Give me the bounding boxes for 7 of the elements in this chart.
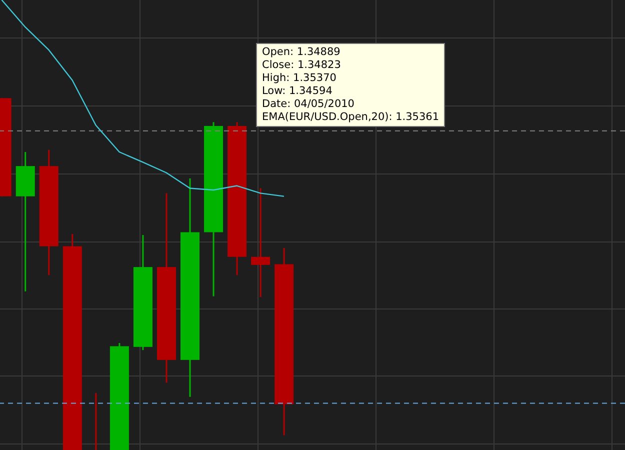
text: High: 1.35370 [262,72,338,85]
text: Low: 1.34594 [262,85,334,98]
annotation: EMA(EUR/USD.Open,20): 1.35361 [262,111,440,124]
text: Close: 1.34823 [262,59,342,72]
candlestick [251,187,270,298]
annotation: Date: 04/05/2010 [262,98,356,111]
text: Open: 1.34889 [262,46,342,59]
